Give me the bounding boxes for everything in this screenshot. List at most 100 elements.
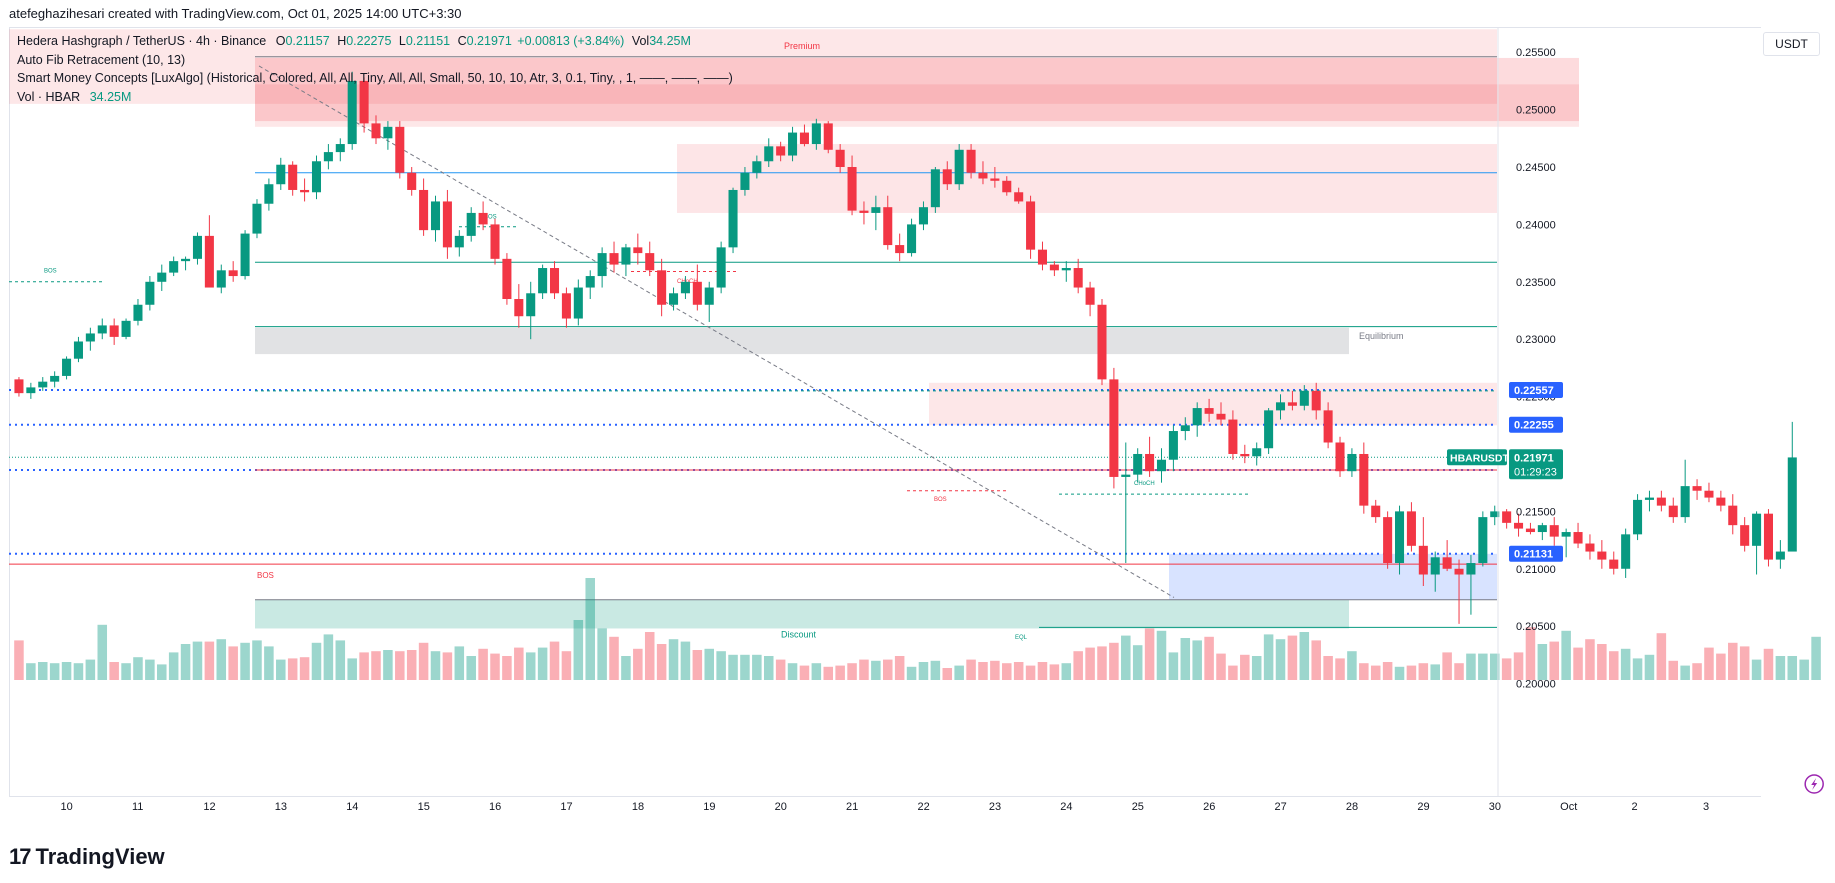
volume-bar [549, 641, 560, 680]
candle-body [1264, 410, 1274, 449]
volume-bar [1240, 654, 1250, 680]
choch-label-2: CHoCH [1134, 481, 1155, 487]
volume-bar [157, 664, 167, 680]
candle-body [1454, 568, 1464, 575]
price-tag-box [1509, 416, 1563, 433]
volume-bar [1002, 663, 1012, 680]
volume-bar [1501, 658, 1512, 680]
volume-bar [1323, 656, 1333, 680]
volume-bar [1489, 653, 1500, 680]
candle-body [752, 161, 762, 173]
candle-body [776, 146, 786, 156]
volume-bar [1739, 646, 1750, 680]
volume-bar [1525, 627, 1536, 680]
candle-body [1275, 402, 1286, 411]
volume-bar [597, 628, 607, 680]
candle-body [1216, 413, 1226, 420]
volume-bar [168, 652, 179, 680]
tradingview-logo[interactable]: 17 TradingView [9, 842, 165, 872]
candle-body [407, 172, 417, 190]
change-value: +0.00813 (+3.84%) [517, 34, 625, 48]
volume-bar [299, 657, 310, 680]
candle-body [240, 233, 250, 277]
volume-bar [1466, 653, 1476, 680]
price-tick: 0.24500 [1516, 162, 1556, 174]
price-chart[interactable]: Premium Equilibrium Discount BOS BOS CHoCH BOS… [9, 27, 1835, 827]
volume-bar [525, 652, 536, 680]
candle-body [1252, 448, 1262, 457]
volume-bar [609, 636, 619, 680]
candle-body [395, 126, 405, 173]
volume-bar [1728, 642, 1738, 680]
discount-label: Discount [781, 630, 817, 640]
candle-body [561, 293, 571, 319]
volume-bar [1418, 663, 1429, 680]
volume-bar [1478, 653, 1488, 680]
candle-body [1585, 543, 1595, 552]
candle-body [1549, 525, 1559, 537]
volume-bar [395, 651, 405, 680]
candle-body [1383, 517, 1393, 564]
symbol-description[interactable]: Hedera Hashgraph / TetherUS · 4h · Binan… [17, 34, 267, 48]
indicator-fib[interactable]: Auto Fib Retracement (10, 13) [17, 52, 186, 67]
price-tick: 0.25500 [1516, 47, 1556, 59]
candle-body [1323, 410, 1333, 443]
premium-zone-upper [255, 57, 1579, 122]
order-block-bearish-1 [677, 144, 1497, 213]
volume-bar [1704, 647, 1714, 680]
currency-selector[interactable]: USDT [1763, 32, 1820, 56]
candle-body [942, 169, 952, 185]
volume-bar [835, 665, 845, 680]
candle-body [978, 172, 988, 179]
candle-body [549, 268, 560, 294]
volume-bar [1192, 640, 1202, 680]
indicator-smc[interactable]: Smart Money Concepts [LuxAlgo] (Historic… [17, 71, 733, 85]
time-tick: 20 [775, 801, 787, 813]
candle-body [1061, 268, 1071, 271]
close-label: C [457, 34, 467, 48]
volume-bar [1799, 659, 1809, 680]
volume-bar [1632, 658, 1643, 680]
volume-bar [347, 658, 357, 680]
volume-bar [133, 657, 143, 680]
volume-bar [787, 663, 798, 680]
candle-body [704, 287, 714, 305]
candle-body [597, 253, 607, 277]
candle-body [300, 189, 310, 193]
equilibrium-label: Equilibrium [1359, 331, 1404, 341]
candle-body [1478, 517, 1488, 564]
candle-body [966, 149, 976, 173]
candle-body [1561, 532, 1571, 537]
candle-body [1014, 192, 1024, 202]
volume-bar [680, 641, 691, 680]
candle-body [1037, 249, 1048, 265]
price-tick: 0.21000 [1516, 564, 1556, 576]
time-tick: 30 [1489, 801, 1501, 813]
candle-body [1204, 408, 1214, 414]
candle-body [97, 325, 107, 334]
time-tick: 3 [1703, 801, 1709, 813]
candle-body [73, 341, 83, 359]
volume-bar [1037, 662, 1048, 680]
volume-bar [859, 659, 869, 680]
volume-bar [1228, 665, 1238, 680]
volume-bar [1561, 630, 1571, 680]
candle-body [442, 201, 452, 248]
price-tick: 0.23000 [1516, 334, 1556, 346]
candle-body [895, 245, 905, 254]
volume-bar [61, 662, 72, 680]
bolt-glyph-icon [1811, 778, 1818, 790]
candle-body [716, 247, 726, 288]
candle-body [192, 235, 202, 259]
candle-body [1145, 453, 1155, 472]
candle-body [823, 123, 833, 150]
volume-bar [97, 624, 108, 680]
time-tick: 17 [560, 801, 572, 813]
volume-bar [1716, 653, 1726, 680]
indicator-volume[interactable]: Vol · HBAR 34.25M [17, 88, 733, 107]
candle-body [1704, 490, 1714, 498]
volume-bar [966, 659, 976, 680]
candle-body [764, 146, 774, 162]
volume-bar [383, 650, 393, 680]
chart-area[interactable] [9, 27, 1761, 797]
